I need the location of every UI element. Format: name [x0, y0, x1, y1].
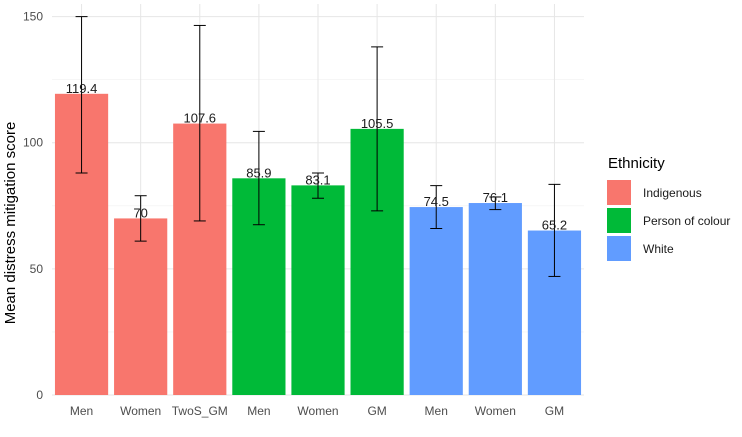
- legend-swatch: [607, 208, 631, 233]
- x-tick-label: GM: [545, 404, 564, 418]
- legend-swatch: [607, 180, 631, 205]
- x-axis-ticks: Men Women TwoS_GM Men Women GM Men Women GM: [70, 404, 564, 418]
- x-tick-label: Men: [247, 404, 270, 418]
- data-label: 65.2: [542, 218, 567, 233]
- data-label: 74.5: [424, 194, 449, 209]
- x-tick-label: TwoS_GM: [172, 404, 228, 418]
- y-tick-label: 150: [23, 10, 43, 24]
- data-label: 70: [133, 205, 147, 220]
- x-tick-label: Women: [475, 404, 516, 418]
- data-label: 107.6: [184, 111, 217, 126]
- bar: [291, 185, 345, 395]
- bar: [114, 218, 168, 395]
- data-label: 85.9: [246, 165, 271, 180]
- y-tick-label: 100: [23, 136, 43, 150]
- x-tick-label: Women: [297, 404, 338, 418]
- error-bars: [75, 16, 561, 277]
- legend-label: White: [643, 242, 674, 256]
- x-tick-label: Women: [120, 404, 161, 418]
- bars: [54, 93, 582, 396]
- legend: Ethnicity Indigenous Person of colour Whit…: [607, 155, 730, 261]
- legend-label: Indigenous: [643, 186, 702, 200]
- y-axis-ticks: 0 50 100 150: [23, 10, 43, 402]
- data-label: 119.4: [66, 81, 98, 96]
- bar: [468, 203, 522, 395]
- data-labels: 119.4 70 107.6 85.9 83.1 105.5 74.5 76.1 65.2: [66, 81, 567, 233]
- legend-title: Ethnicity: [608, 155, 665, 172]
- legend-swatch: [607, 236, 631, 261]
- data-label: 105.5: [361, 116, 394, 131]
- bar: [409, 207, 463, 395]
- data-label: 76.1: [483, 190, 508, 205]
- x-tick-label: GM: [367, 404, 386, 418]
- y-axis-title: Mean distress mitigation score: [2, 122, 19, 325]
- legend-label: Person of colour: [643, 214, 730, 228]
- x-tick-label: Men: [425, 404, 448, 418]
- x-tick-label: Men: [70, 404, 93, 418]
- data-label: 83.1: [305, 172, 330, 187]
- y-tick-label: 0: [36, 388, 43, 402]
- y-tick-label: 50: [30, 262, 44, 276]
